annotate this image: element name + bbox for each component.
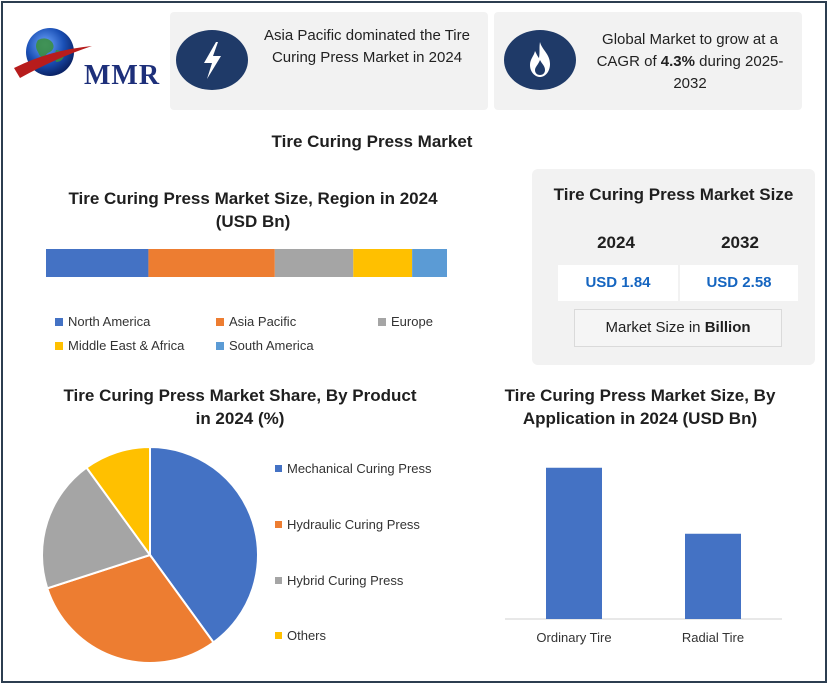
region-stacked-bar bbox=[46, 249, 447, 277]
mmr-logo: MMR bbox=[10, 22, 160, 92]
region-segment-middle-east-africa bbox=[353, 249, 413, 277]
highlight-card-cagr: Global Market to grow at a CAGR of 4.3% … bbox=[494, 12, 802, 110]
legend-label: Europe bbox=[391, 314, 433, 329]
year-2032: 2032 bbox=[721, 233, 759, 252]
market-size-unit-note: Market Size in Billion bbox=[574, 309, 782, 347]
product-chart-title: Tire Curing Press Market Share, By Produ… bbox=[63, 386, 417, 428]
legend-swatch bbox=[216, 318, 224, 326]
region-segment-south-america bbox=[412, 249, 447, 277]
region-segment-asia-pacific bbox=[148, 249, 275, 277]
legend-label: North America bbox=[68, 314, 151, 329]
highlight-text-cagr: Global Market to grow at a CAGR of 4.3% … bbox=[596, 31, 784, 92]
legend-swatch bbox=[55, 318, 63, 326]
flame-icon bbox=[504, 30, 576, 90]
legend-swatch bbox=[216, 342, 224, 350]
market-size-title: Tire Curing Press Market Size bbox=[553, 185, 794, 204]
highlight-card-region: Asia Pacific dominated the Tire Curing P… bbox=[170, 12, 488, 110]
application-chart-title: Tire Curing Press Market Size, By Applic… bbox=[504, 386, 776, 428]
highlight-text-region: Asia Pacific dominated the Tire Curing P… bbox=[264, 27, 470, 66]
market-size-panel: Tire Curing Press Market Size 2024 2032 … bbox=[532, 169, 815, 365]
legend-label: Middle East & Africa bbox=[68, 338, 185, 353]
region-segment-europe bbox=[274, 249, 354, 277]
main-title: Tire Curing Press Market bbox=[271, 132, 473, 151]
region-segment-north-america bbox=[46, 249, 149, 277]
lightning-icon bbox=[176, 30, 248, 90]
year-2024: 2024 bbox=[597, 233, 635, 252]
region-chart-title: Tire Curing Press Market Size, Region in… bbox=[68, 189, 438, 231]
legend-label: Asia Pacific bbox=[229, 314, 297, 329]
logo-text: MMR bbox=[84, 60, 161, 91]
legend-swatch bbox=[55, 342, 63, 350]
value-2024: USD 1.84 bbox=[558, 265, 678, 301]
value-2032: USD 2.58 bbox=[680, 265, 798, 301]
globe-icon bbox=[14, 28, 92, 78]
legend-label: South America bbox=[229, 338, 314, 353]
legend-swatch bbox=[378, 318, 386, 326]
cagr-value: 4.3% bbox=[660, 53, 695, 70]
